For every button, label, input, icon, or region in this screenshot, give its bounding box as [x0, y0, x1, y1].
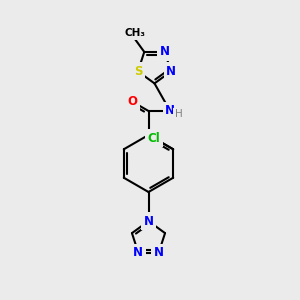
Text: N: N	[160, 45, 170, 58]
Text: Cl: Cl	[147, 131, 160, 145]
Text: N: N	[143, 214, 154, 228]
Text: CH₃: CH₃	[124, 28, 145, 38]
Text: N: N	[133, 246, 143, 259]
Text: O: O	[128, 95, 137, 108]
Text: H: H	[175, 109, 182, 119]
Text: N: N	[165, 104, 175, 118]
Text: N: N	[154, 246, 164, 259]
Text: S: S	[134, 65, 142, 78]
Text: N: N	[166, 65, 176, 78]
